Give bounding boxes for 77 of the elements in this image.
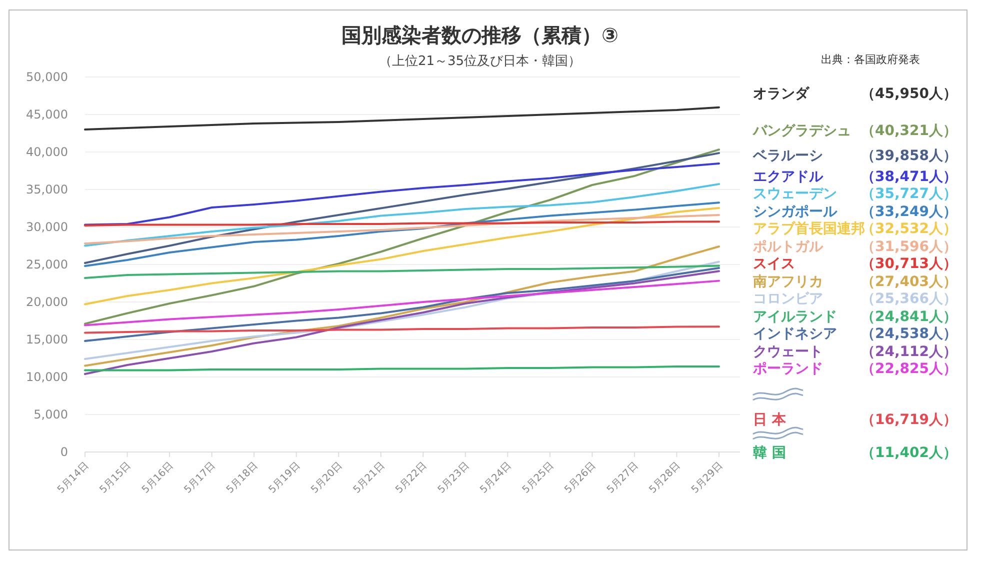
x-tick-label: 5月23日 (436, 460, 472, 496)
text: （39,858人） (860, 148, 957, 164)
line-series (84, 183, 720, 247)
line-series (84, 264, 720, 279)
line-series (84, 148, 720, 325)
text: ポルトガル (752, 239, 824, 255)
y-tick-label: 20,000 (26, 295, 68, 309)
text: エクアドル (753, 169, 824, 185)
text: 南アフリカ (752, 274, 823, 290)
y-tick-label: 25,000 (26, 258, 68, 272)
y-tick-label: 15,000 (26, 332, 68, 346)
text: アイルランド (753, 309, 837, 325)
x-tick-label: 5月18日 (224, 460, 260, 496)
x-tick-label: 5月29日 (690, 460, 726, 496)
x-tick-label: 5月28日 (647, 460, 683, 496)
text: （38,471人） (860, 169, 957, 185)
text: （16,719人） (860, 412, 957, 428)
chart-subtitle: （上位21～35位及び日本・韓国） (378, 54, 582, 69)
text: 日 本 (753, 412, 787, 428)
line-series (84, 207, 720, 306)
text: （27,403人） (860, 274, 957, 290)
x-tick-label: 5月16日 (140, 460, 176, 496)
text: （31,596人） (860, 239, 957, 255)
text: （25,366人） (860, 291, 957, 307)
text: （40,321人） (860, 123, 957, 139)
y-tick-label: 30,000 (26, 220, 68, 234)
source-note: 出典：各国政府発表 (821, 53, 920, 66)
chart-title: 国別感染者数の推移（累積）③ (342, 23, 618, 47)
y-tick-label: 0 (60, 445, 68, 459)
y-tick-label: 10,000 (26, 370, 68, 384)
text: 韓 国 (753, 445, 786, 461)
text: インドネシア (753, 326, 837, 342)
y-tick-label: 50,000 (26, 70, 68, 84)
text: ベラルーシ (752, 148, 823, 164)
line-series (84, 245, 720, 367)
text: （24,112人） (860, 344, 957, 360)
x-tick-label: 5月15日 (98, 460, 134, 496)
text: クウェート (753, 344, 823, 360)
x-tick-label: 5月14日 (56, 460, 92, 496)
text: （33,249人） (860, 204, 957, 220)
line-series (84, 152, 720, 264)
line-series (84, 214, 720, 244)
line-series (84, 106, 720, 130)
text: （24,841人） (860, 309, 957, 325)
text: バングラデシュ (752, 123, 851, 139)
x-tick-label: 5月17日 (182, 460, 218, 496)
text: スイス (753, 256, 795, 272)
line-series (84, 280, 720, 326)
text: コロンビア (753, 291, 823, 307)
x-tick-label: 5月21日 (352, 460, 387, 496)
line-series (84, 162, 720, 226)
x-tick-label: 5月27日 (605, 460, 641, 496)
text: （22,825人） (860, 361, 957, 377)
line-series (84, 260, 720, 360)
y-tick-label: 35,000 (26, 182, 68, 196)
text: （24,538人） (860, 326, 957, 342)
text: （30,713人） (860, 256, 957, 272)
line-series (84, 202, 720, 267)
y-tick-label: 5,000 (34, 408, 68, 422)
text: オランダ (753, 86, 810, 102)
x-tick-label: 5月24日 (478, 460, 514, 496)
text: （35,727人） (860, 186, 957, 202)
text: スウェーデン (753, 186, 837, 202)
text: （45,950人） (860, 86, 957, 102)
text: シンガポール (753, 204, 838, 220)
x-tick-label: 5月26日 (562, 460, 598, 496)
y-tick-label: 40,000 (26, 145, 68, 159)
x-tick-label: 5月22日 (394, 460, 430, 496)
text: ポーランド (752, 361, 823, 377)
text: （11,402人） (860, 445, 957, 461)
line-series (84, 266, 720, 342)
x-tick-label: 5月19日 (267, 460, 302, 496)
x-tick-label: 5月20日 (309, 460, 345, 496)
line-series (84, 270, 720, 375)
x-tick-label: 5月25日 (520, 460, 556, 496)
line-series (84, 326, 720, 334)
y-tick-label: 45,000 (26, 108, 68, 122)
